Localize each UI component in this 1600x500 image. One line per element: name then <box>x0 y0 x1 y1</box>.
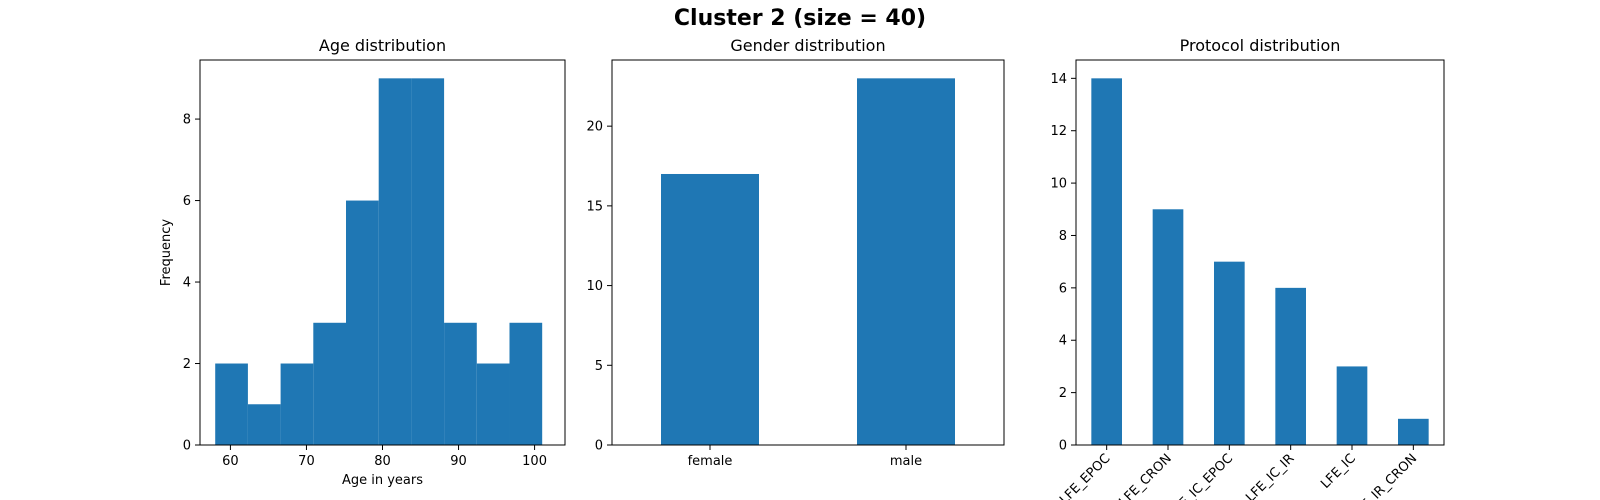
y-tick-label: 0 <box>595 439 603 454</box>
subplot-title: Protocol distribution <box>1180 36 1341 55</box>
x-tick-label: male <box>890 454 922 469</box>
x-tick-label: 90 <box>450 454 467 469</box>
bar <box>661 173 759 445</box>
subplot-title: Age distribution <box>319 36 446 55</box>
y-tick-label: 10 <box>1050 177 1067 192</box>
x-tick-label: 70 <box>298 454 315 469</box>
y-axis-label: Frequency <box>159 219 174 286</box>
x-tick-label: LFE_EPOC <box>1057 451 1113 500</box>
x-tick-label: LFE_IC <box>1318 451 1359 492</box>
x-tick-label: LFE_IR_CRON <box>1348 451 1420 500</box>
y-tick-label: 0 <box>183 439 191 454</box>
histogram-bar <box>313 322 346 445</box>
y-tick-label: 2 <box>183 357 191 372</box>
histogram-bar <box>476 363 510 445</box>
bar <box>1275 287 1306 445</box>
bar <box>1398 418 1429 445</box>
y-tick-label: 0 <box>1059 439 1067 454</box>
y-tick-label: 10 <box>586 279 603 294</box>
y-tick-label: 20 <box>586 120 603 135</box>
x-tick-label: female <box>688 454 733 469</box>
y-tick-label: 8 <box>183 113 191 128</box>
y-tick-label: 8 <box>1059 229 1067 244</box>
histogram-bar <box>411 78 445 445</box>
x-tick-label: 80 <box>374 454 391 469</box>
axes-frame <box>199 59 566 446</box>
histogram-bar <box>247 404 281 445</box>
bar <box>1214 261 1245 445</box>
axes-frame <box>611 59 1005 446</box>
y-tick-label: 15 <box>586 199 603 214</box>
histogram-bar <box>346 200 379 445</box>
bar <box>857 78 955 445</box>
bar <box>1336 366 1368 445</box>
figure-title: Cluster 2 (size = 40) <box>673 6 927 31</box>
x-tick-label: 100 <box>522 454 547 469</box>
y-tick-label: 2 <box>1059 386 1067 401</box>
y-tick-label: 5 <box>595 359 603 374</box>
subplot-title: Gender distribution <box>730 36 885 55</box>
x-tick-label: LFE_CRON <box>1116 451 1174 500</box>
x-tick-label: LFE_IC_IR <box>1243 451 1297 500</box>
age-distribution-panel: 60 70 80 90 100 0 2 4 6 8 Age distribution Age in y… <box>159 36 566 488</box>
y-tick-label: 14 <box>1050 72 1067 87</box>
bar <box>1091 78 1122 445</box>
histogram-bar <box>509 322 543 445</box>
y-tick-label: 12 <box>1050 124 1067 139</box>
y-tick-label: 6 <box>183 194 191 209</box>
y-tick-label: 6 <box>1059 281 1067 296</box>
histogram-bar <box>280 363 314 445</box>
histogram-bar <box>444 322 477 445</box>
x-axis-label: Age in years <box>342 473 423 488</box>
x-tick-label: LFE_IC_EPOC <box>1166 451 1236 500</box>
histogram-bar <box>215 363 248 445</box>
x-tick-label: 60 <box>222 454 239 469</box>
y-tick-label: 4 <box>1059 334 1067 349</box>
axes-frame <box>1075 59 1445 446</box>
gender-distribution-panel: female male 0 5 10 15 20 Gender distribution <box>586 36 1005 469</box>
histogram-bar <box>378 78 412 445</box>
bar <box>1152 209 1184 445</box>
y-tick-label: 4 <box>183 276 191 291</box>
